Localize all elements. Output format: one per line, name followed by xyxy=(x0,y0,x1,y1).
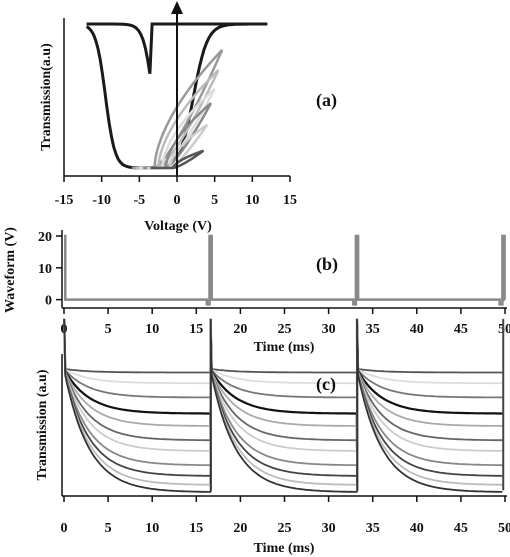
panel-c-curve-6 xyxy=(63,318,503,491)
panel-a: -15 -10 -5 0 5 10 15 Voltage (V) Transmission(… xyxy=(39,1,337,234)
panel-c-curve-7 xyxy=(63,318,503,491)
panel-b-x-tick-label: 35 xyxy=(366,322,380,337)
panel-c-x-label: Time (ms) xyxy=(254,541,315,556)
panel-a-x-tick-label: 10 xyxy=(245,193,259,208)
panel-b-label: (b) xyxy=(316,254,338,275)
panel-a-x-tick-label: -10 xyxy=(92,193,111,208)
panel-c-x-tick-label: 40 xyxy=(410,521,424,536)
panel-b-y-tick-label: 10 xyxy=(38,262,52,277)
panel-a-x-tick-label: -5 xyxy=(133,193,145,208)
panel-b-x-label: Time (ms) xyxy=(254,340,315,355)
panel-a-x-tick-label: 0 xyxy=(174,193,181,208)
panel-a-y-label: Transmission(a.u) xyxy=(39,43,54,151)
panel-b-x-tick-label: 20 xyxy=(233,322,247,337)
panel-c-label: (c) xyxy=(316,374,336,395)
panel-c-x-tick-label: 5 xyxy=(105,521,112,536)
panel-c-x-tick-label: 0 xyxy=(61,521,68,536)
panel-c-x-tick-label: 45 xyxy=(454,521,468,536)
panel-a-x-tick-label: 15 xyxy=(283,193,297,208)
panel-a-x-tick-label: 5 xyxy=(211,193,218,208)
panel-c-curve-10 xyxy=(63,318,503,493)
panel-b-x-tick-label: 30 xyxy=(322,322,336,337)
panel-b-waveform xyxy=(64,234,506,306)
panel-b-x-tick-label: 25 xyxy=(278,322,292,337)
panel-c-x-ticks: 0 5 10 15 20 25 30 35 40 45 50 xyxy=(61,496,510,536)
panel-b-y-label: Waveform (V) xyxy=(3,227,18,313)
panel-c-x-tick-label: 35 xyxy=(366,521,380,536)
panel-c-x-tick-label: 15 xyxy=(189,521,203,536)
panel-b-x-tick-label: 45 xyxy=(454,322,468,337)
panel-c-curve-9 xyxy=(63,318,503,491)
panel-a-curves xyxy=(85,22,268,170)
panel-c-x-tick-label: 20 xyxy=(233,521,247,536)
panel-a-loop-6 xyxy=(150,149,205,170)
panel-b-y-tick-label: 0 xyxy=(45,294,52,309)
panel-c-curve-8 xyxy=(63,318,503,491)
panel-c-curve-5 xyxy=(63,318,503,491)
panel-a-arrowhead xyxy=(171,1,183,14)
panel-c-curves xyxy=(63,318,505,493)
panel-c-curve-1 xyxy=(63,318,503,491)
panel-c-x-tick-label: 50 xyxy=(498,521,510,536)
panel-b-x-tick-label: 40 xyxy=(410,322,424,337)
panel-a-label: (a) xyxy=(316,90,337,111)
panel-a-x-ticks: -15 -10 -5 0 5 10 15 xyxy=(55,176,297,208)
panel-c-curve-2 xyxy=(63,318,503,491)
panel-b-y-ticks: 0 10 20 xyxy=(38,230,62,309)
panel-c-x-tick-label: 10 xyxy=(145,521,159,536)
panel-b-waveform-line xyxy=(64,234,506,306)
panel-b-x-tick-label: 5 xyxy=(105,322,112,337)
panel-b-y-tick-label: 20 xyxy=(38,230,52,245)
panel-c-curve-0 xyxy=(63,318,503,491)
panel-c-x-tick-label: 30 xyxy=(322,521,336,536)
panel-c-x-tick-label: 25 xyxy=(278,521,292,536)
panel-b-x-tick-label: 15 xyxy=(189,322,203,337)
panel-c-curve-4 xyxy=(63,318,503,491)
panel-c-y-label: Transmission (a.u) xyxy=(35,369,50,480)
panel-b-x-tick-label: 10 xyxy=(145,322,159,337)
panel-a-x-tick-label: -15 xyxy=(55,193,74,208)
panel-a-x-label: Voltage (V) xyxy=(144,219,212,234)
panel-c: 0 5 10 15 20 25 30 35 40 45 50 Time (ms) Transmiss… xyxy=(35,318,510,556)
panel-c-curve-3 xyxy=(63,318,503,491)
